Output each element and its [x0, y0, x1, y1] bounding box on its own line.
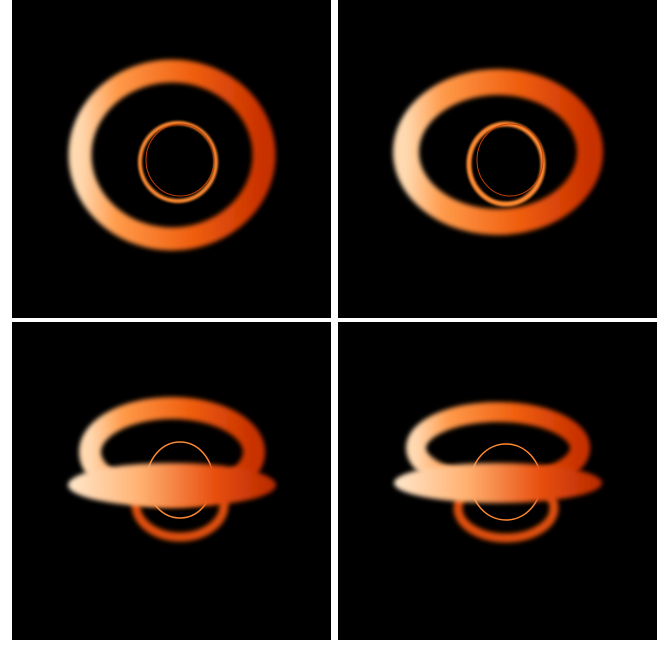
accretion-disk [68, 397, 276, 542]
panel [338, 0, 657, 318]
panel [12, 0, 331, 318]
photon-ring [476, 123, 544, 197]
disk-band [68, 463, 276, 507]
photon-ring [138, 121, 218, 203]
disk-ring [68, 59, 276, 251]
accretion-disk [394, 402, 602, 543]
accretion-disk [393, 69, 603, 235]
disk-ring [393, 69, 603, 235]
accretion-disk [68, 59, 276, 251]
photon-ring [145, 123, 215, 197]
disk-band [394, 463, 602, 503]
